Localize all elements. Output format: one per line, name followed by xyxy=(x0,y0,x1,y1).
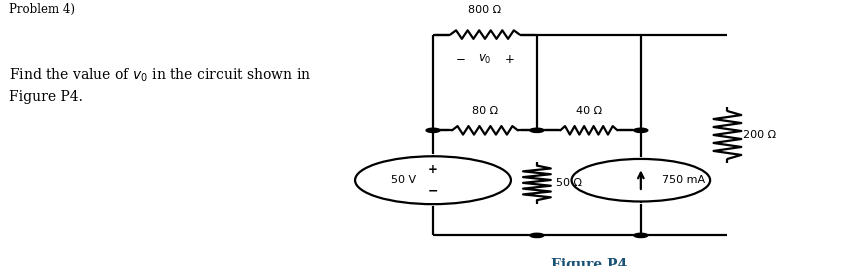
Text: Problem 4): Problem 4) xyxy=(9,3,74,16)
Text: $v_0$: $v_0$ xyxy=(478,53,492,66)
Circle shape xyxy=(530,233,544,238)
Text: 80 Ω: 80 Ω xyxy=(472,106,498,116)
Text: 800 Ω: 800 Ω xyxy=(469,5,501,15)
Text: 50 V: 50 V xyxy=(391,175,416,185)
Circle shape xyxy=(634,128,648,132)
Text: 40 Ω: 40 Ω xyxy=(576,106,602,116)
Circle shape xyxy=(426,128,440,132)
Text: Figure P4: Figure P4 xyxy=(551,258,627,266)
Text: −: − xyxy=(428,184,438,197)
Circle shape xyxy=(634,233,648,238)
Text: +: + xyxy=(504,53,514,66)
Text: 750 mA: 750 mA xyxy=(662,175,706,185)
Text: 50 Ω: 50 Ω xyxy=(556,178,582,188)
Text: +: + xyxy=(428,163,438,176)
Text: 200 Ω: 200 Ω xyxy=(743,130,776,140)
Circle shape xyxy=(530,128,544,132)
Text: Find the value of $v_0$ in the circuit shown in
Figure P4.: Find the value of $v_0$ in the circuit s… xyxy=(9,66,311,105)
Text: −: − xyxy=(456,53,466,66)
